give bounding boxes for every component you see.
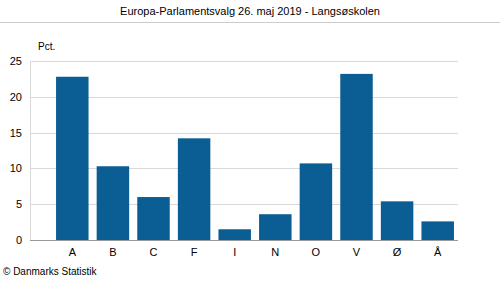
y-tick-label: 5 xyxy=(16,198,22,210)
annotations: © Danmarks Statistik xyxy=(3,266,98,277)
bar xyxy=(178,138,210,240)
source-note: © Danmarks Statistik xyxy=(3,266,98,277)
y-tick: 20 xyxy=(10,91,30,103)
y-tick-label: 15 xyxy=(10,127,22,139)
x-tick: I xyxy=(233,240,236,258)
x-tick-label: A xyxy=(69,246,77,258)
bar xyxy=(137,197,169,240)
y-tick: 25 xyxy=(10,55,30,67)
header-rule xyxy=(0,22,500,23)
y-tick: 10 xyxy=(10,162,30,174)
y-tick-label: 10 xyxy=(10,162,22,174)
x-tick: Ø xyxy=(393,240,402,258)
x-tick: A xyxy=(69,240,77,258)
y-axis-title: Pct. xyxy=(38,41,55,52)
x-tick: V xyxy=(353,240,361,258)
bar xyxy=(381,201,413,240)
grid-line xyxy=(30,97,458,98)
x-tick-label: I xyxy=(233,246,236,258)
x-tick: N xyxy=(271,240,279,258)
grid-line xyxy=(30,61,458,62)
grid xyxy=(30,62,458,241)
bar xyxy=(300,163,332,240)
x-tick-label: V xyxy=(353,246,361,258)
bar xyxy=(56,77,88,240)
y-axis-line xyxy=(30,62,31,241)
grid-line xyxy=(30,168,458,169)
chart: Europa-Parlamentsvalg 26. maj 2019 - Lan… xyxy=(0,0,500,282)
x-tick: F xyxy=(191,240,198,258)
x-tick-label: C xyxy=(150,246,158,258)
x-tick: B xyxy=(109,240,116,258)
grid-line xyxy=(30,240,458,241)
bar xyxy=(218,229,250,240)
y-axis: 0 5 10 15 20 25 xyxy=(10,55,31,246)
x-tick-label: F xyxy=(191,246,198,258)
x-tick: C xyxy=(150,240,158,258)
x-axis-line xyxy=(30,240,458,241)
x-axis: ABCFINOVØÅ xyxy=(30,240,458,258)
y-tick: 5 xyxy=(16,198,30,210)
bar xyxy=(259,214,291,240)
y-tick-label: 0 xyxy=(16,234,22,246)
title: Europa-Parlamentsvalg 26. maj 2019 - Lan… xyxy=(120,5,380,17)
x-tick: O xyxy=(312,240,321,258)
bar xyxy=(421,221,453,240)
x-tick-label: B xyxy=(109,246,116,258)
y-tick-label: 20 xyxy=(10,91,22,103)
y-tick: 0 xyxy=(16,234,30,246)
x-tick-label: N xyxy=(271,246,279,258)
x-tick: Å xyxy=(434,240,442,258)
grid-line xyxy=(30,133,458,134)
bars xyxy=(56,74,454,240)
y-tick: 15 xyxy=(10,127,30,139)
x-tick-label: Ø xyxy=(393,246,402,258)
bar xyxy=(340,74,372,240)
bar xyxy=(97,166,129,240)
y-tick-label: 25 xyxy=(10,55,22,67)
x-tick-label: O xyxy=(312,246,321,258)
x-tick-label: Å xyxy=(434,246,442,258)
